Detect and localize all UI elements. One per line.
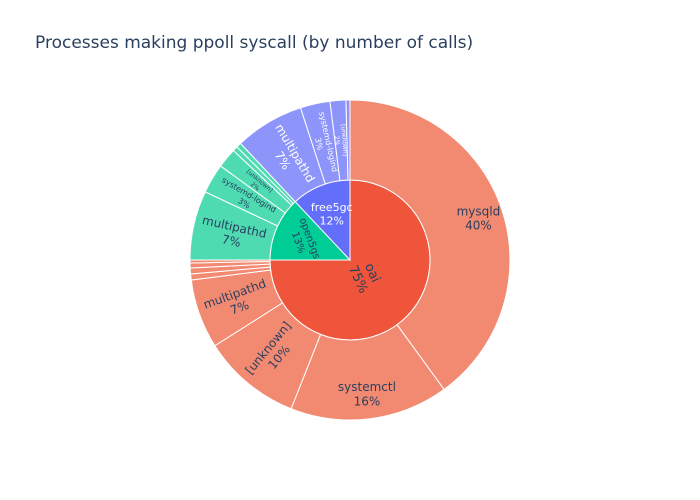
sunburst-label-oai-mysqld: mysqld 40% <box>457 204 501 232</box>
chart-title: Processes making ppoll syscall (by numbe… <box>35 33 474 53</box>
sunburst-slice-oai-mysqld[interactable] <box>349 99 511 391</box>
sunburst-label-oai-systemctl: systemctl 16% <box>338 380 396 408</box>
sunburst-label-free5gc: free5gc 12% <box>311 201 353 227</box>
sunburst-slice-oai-systemctl[interactable] <box>290 324 445 421</box>
sunburst-label-free5gc-unknown: [unknown]2% <box>332 124 349 157</box>
sunburst-slice-free5gc-slice[interactable] <box>345 99 351 181</box>
